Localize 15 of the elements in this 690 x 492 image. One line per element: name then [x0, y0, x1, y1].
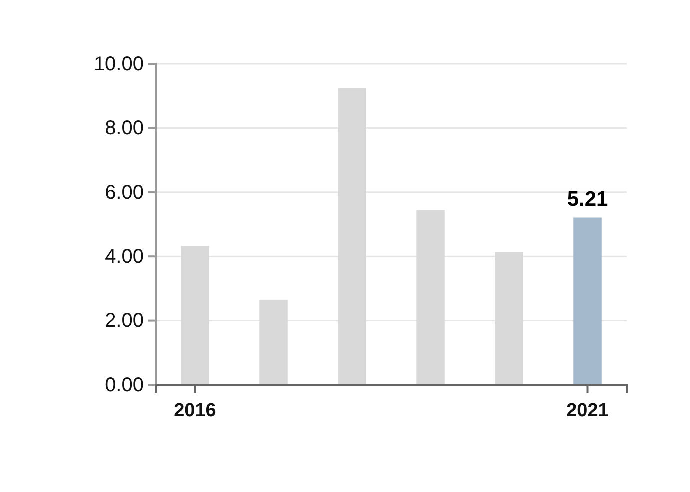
x-tick-label: 2021: [566, 400, 610, 422]
y-tick-label: 10.00: [94, 53, 144, 76]
bar: [260, 300, 288, 385]
y-tick-label: 6.00: [105, 182, 144, 204]
bar: [416, 210, 445, 385]
x-tick-label: 2016: [174, 400, 216, 422]
bar: [338, 88, 366, 385]
data-label: 5.21: [567, 188, 609, 211]
y-tick-label: 4.00: [105, 246, 144, 268]
bar: [495, 252, 524, 385]
y-tick-label: 0.00: [105, 374, 144, 396]
y-tick-label: 2.00: [105, 310, 144, 332]
y-tick-label: 8.00: [105, 118, 144, 140]
bar: [574, 218, 602, 385]
bar: [181, 246, 210, 385]
